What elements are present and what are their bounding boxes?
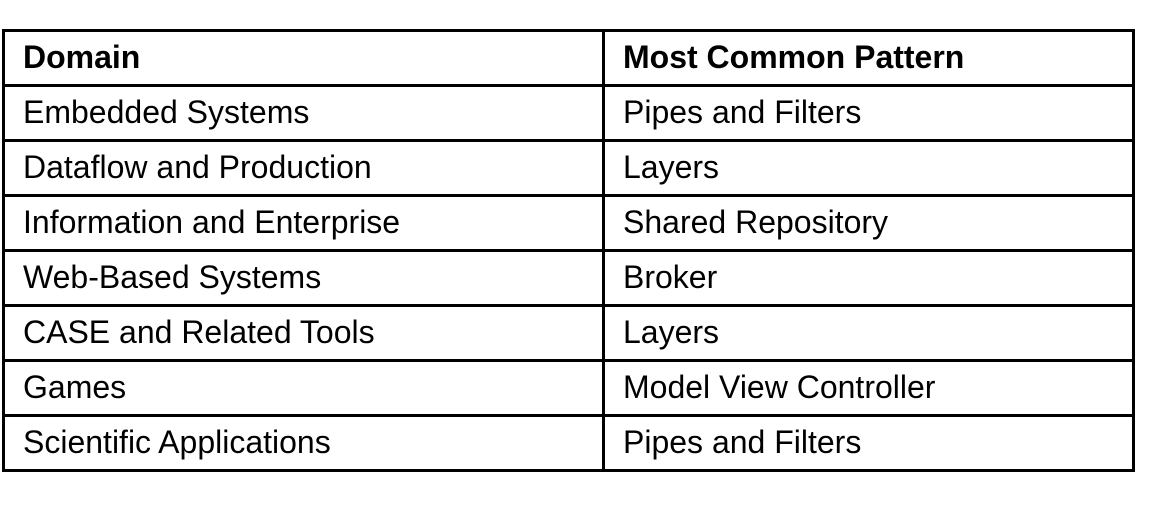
column-header-pattern: Most Common Pattern xyxy=(602,29,1135,87)
table-row: CASE and Related Tools Layers xyxy=(2,304,1135,362)
cell-domain: Embedded Systems xyxy=(2,84,605,142)
table-header-row: Domain Most Common Pattern xyxy=(2,29,1135,87)
cell-pattern: Layers xyxy=(602,139,1135,197)
cell-domain: Games xyxy=(2,359,605,417)
cell-domain: CASE and Related Tools xyxy=(2,304,605,362)
table-row: Games Model View Controller xyxy=(2,359,1135,417)
cell-pattern: Broker xyxy=(602,249,1135,307)
cell-pattern: Layers xyxy=(602,304,1135,362)
cell-pattern: Pipes and Filters xyxy=(602,84,1135,142)
domain-patterns-table-container: Domain Most Common Pattern Embedded Syst… xyxy=(2,29,1135,472)
table-row: Embedded Systems Pipes and Filters xyxy=(2,84,1135,142)
cell-domain: Dataflow and Production xyxy=(2,139,605,197)
table-row: Dataflow and Production Layers xyxy=(2,139,1135,197)
table-row: Web-Based Systems Broker xyxy=(2,249,1135,307)
table-row: Information and Enterprise Shared Reposi… xyxy=(2,194,1135,252)
cell-pattern: Pipes and Filters xyxy=(602,414,1135,472)
domain-patterns-table: Domain Most Common Pattern Embedded Syst… xyxy=(2,29,1135,472)
cell-domain: Information and Enterprise xyxy=(2,194,605,252)
column-header-domain: Domain xyxy=(2,29,605,87)
cell-domain: Web-Based Systems xyxy=(2,249,605,307)
cell-domain: Scientific Applications xyxy=(2,414,605,472)
table-row: Scientific Applications Pipes and Filter… xyxy=(2,414,1135,472)
cell-pattern: Model View Controller xyxy=(602,359,1135,417)
cell-pattern: Shared Repository xyxy=(602,194,1135,252)
